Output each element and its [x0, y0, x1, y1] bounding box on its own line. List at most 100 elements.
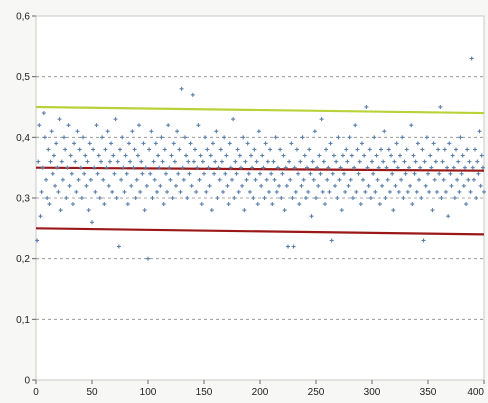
data-point — [193, 147, 198, 152]
x-tick-label: 50 — [86, 387, 98, 398]
data-point — [377, 202, 382, 207]
data-point — [470, 165, 475, 170]
x-tick-label: 300 — [364, 387, 381, 398]
data-point — [168, 177, 173, 182]
data-point — [450, 153, 455, 158]
data-point — [460, 153, 465, 158]
data-point — [473, 147, 478, 152]
data-point — [249, 153, 254, 158]
data-point — [119, 177, 124, 182]
data-point — [335, 196, 340, 200]
data-point — [311, 177, 316, 182]
data-point — [36, 159, 41, 164]
data-point — [82, 171, 87, 176]
data-point — [404, 147, 409, 152]
data-point — [135, 153, 140, 158]
data-point — [103, 147, 108, 152]
data-point — [118, 147, 122, 152]
data-point — [478, 183, 483, 188]
data-point — [454, 147, 458, 152]
data-point — [85, 159, 90, 164]
data-point — [102, 202, 107, 207]
data-point — [464, 202, 469, 207]
y-tick-label: 0,5 — [16, 72, 30, 83]
data-point — [180, 165, 185, 170]
data-point — [232, 196, 237, 200]
data-point — [57, 117, 62, 122]
data-point — [78, 165, 83, 170]
data-point — [328, 141, 333, 146]
data-point — [126, 141, 131, 146]
data-point — [389, 153, 394, 158]
data-point — [329, 238, 334, 243]
data-point — [385, 177, 390, 182]
data-point — [121, 165, 126, 170]
data-point — [124, 171, 129, 176]
data-point — [272, 177, 277, 182]
data-point — [181, 177, 186, 182]
data-point — [310, 159, 315, 164]
data-point — [399, 177, 404, 182]
data-point — [116, 244, 121, 249]
data-point — [448, 171, 453, 176]
data-point — [277, 183, 282, 188]
data-point — [265, 159, 270, 164]
data-point — [403, 171, 408, 176]
data-point — [129, 183, 134, 188]
data-point — [90, 220, 94, 225]
data-point — [216, 165, 221, 170]
data-point — [219, 159, 224, 164]
data-point — [184, 153, 189, 158]
data-point — [152, 177, 157, 182]
data-point — [114, 196, 119, 200]
data-point — [339, 208, 344, 213]
data-point — [143, 165, 148, 170]
data-point — [342, 171, 346, 176]
data-point — [347, 135, 352, 140]
x-tick-label: 200 — [252, 387, 269, 398]
data-points — [35, 56, 486, 261]
data-point — [40, 165, 45, 170]
data-point — [125, 202, 130, 207]
data-point — [447, 141, 452, 146]
data-point — [217, 177, 222, 182]
data-point — [109, 141, 114, 146]
data-point — [70, 202, 75, 207]
data-point — [115, 159, 120, 164]
data-point — [158, 183, 163, 188]
data-point — [98, 159, 103, 164]
data-point — [190, 92, 195, 97]
data-point — [273, 135, 278, 140]
data-point — [371, 171, 376, 176]
data-point — [296, 171, 301, 176]
data-point — [474, 196, 479, 200]
data-point — [348, 177, 353, 182]
data-point — [177, 147, 182, 152]
data-point — [336, 135, 341, 140]
data-point — [35, 238, 40, 243]
data-point — [274, 189, 279, 194]
data-point — [62, 135, 66, 140]
data-point — [445, 165, 450, 170]
data-point — [269, 171, 274, 176]
data-point — [182, 135, 187, 140]
data-point — [452, 196, 457, 200]
data-point — [157, 165, 162, 170]
data-point — [242, 208, 247, 213]
data-point — [482, 189, 486, 194]
data-point — [228, 165, 233, 170]
data-point — [93, 189, 98, 194]
data-point — [406, 165, 411, 170]
data-point — [290, 196, 295, 200]
data-point — [476, 171, 481, 176]
data-point — [120, 135, 125, 140]
data-point — [308, 171, 313, 176]
data-point — [198, 153, 203, 158]
data-point — [408, 183, 413, 188]
data-point — [79, 196, 84, 200]
data-point — [420, 147, 425, 152]
x-tick-label: 250 — [308, 387, 325, 398]
data-point — [455, 177, 460, 182]
data-point — [321, 159, 326, 164]
data-point — [65, 165, 70, 170]
